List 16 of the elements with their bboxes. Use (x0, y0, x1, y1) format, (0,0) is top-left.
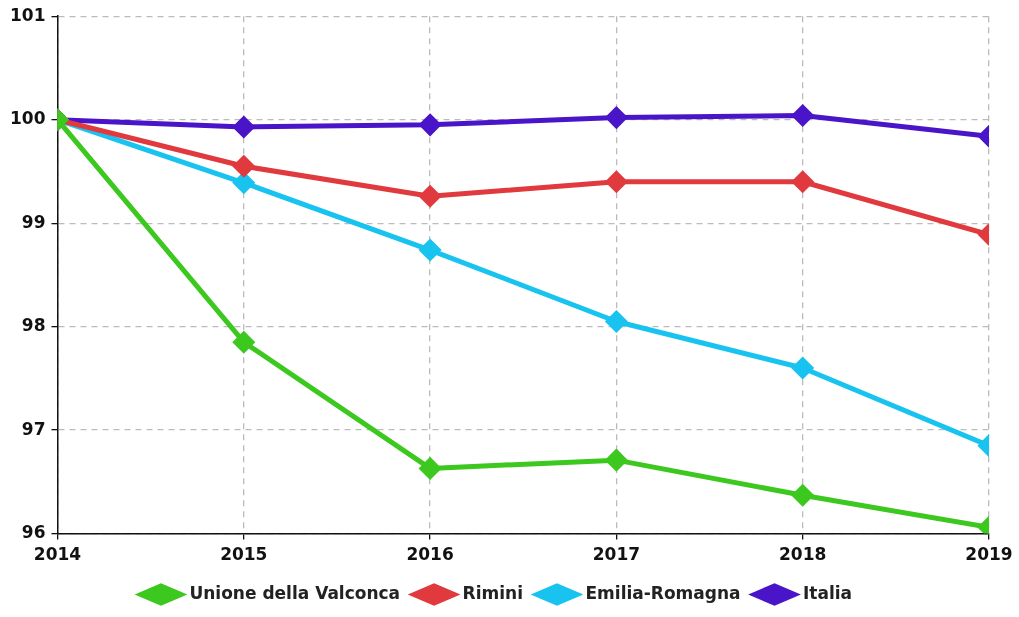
x-tick-label: 2016 (406, 544, 454, 565)
y-tick-label: 99 (21, 211, 46, 232)
x-tick-label: 2017 (592, 544, 641, 565)
y-tick-label: 100 (9, 108, 46, 129)
legend-label: Rimini (462, 582, 523, 603)
legend-label: Unione della Valconca (189, 582, 401, 603)
y-tick-label: 97 (21, 418, 46, 439)
y-tick-label: 101 (9, 4, 46, 25)
x-tick-label: 2014 (33, 544, 82, 565)
x-tick-label: 2018 (779, 544, 827, 565)
x-tick-label: 2019 (965, 544, 1013, 565)
legend-label: Italia (803, 582, 853, 603)
y-tick-label: 98 (21, 315, 46, 336)
y-tick-label: 96 (21, 522, 46, 543)
x-tick-label: 2015 (220, 544, 268, 565)
legend-label: Emilia-Romagna (585, 582, 741, 603)
